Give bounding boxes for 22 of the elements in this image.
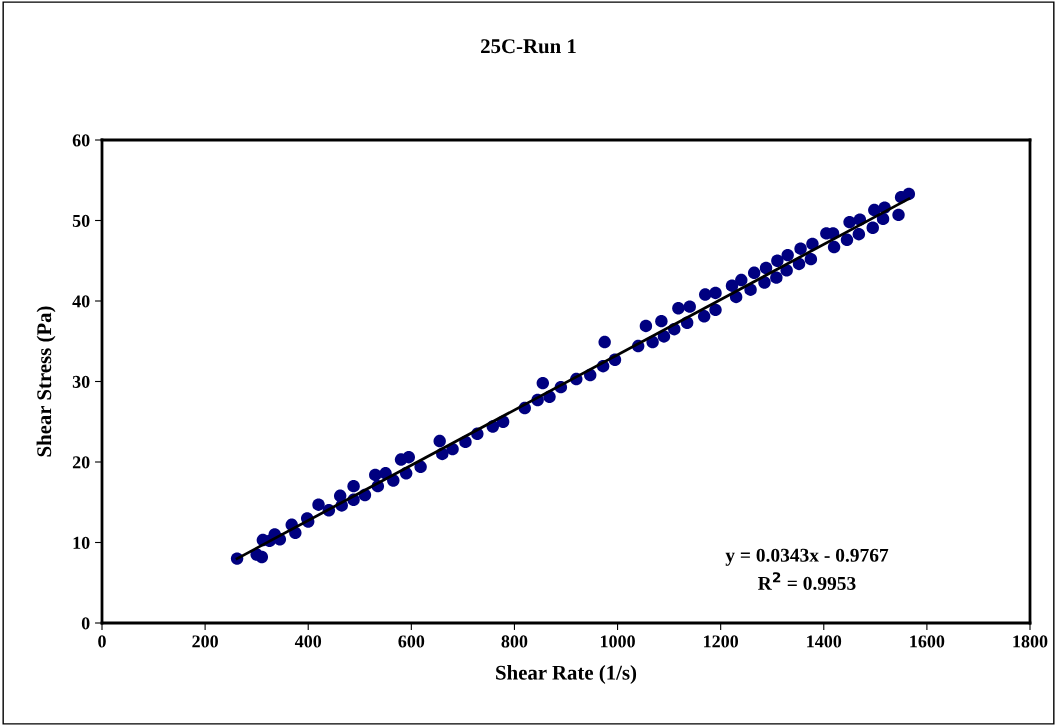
chart-title: 25C-Run 1 xyxy=(481,39,576,54)
x-tick-label: 1800 xyxy=(1013,635,1048,648)
x-axis-title: Shear Rate (1/s) xyxy=(496,665,637,684)
y-tick-label: 60 xyxy=(72,134,90,147)
x-tick-label: 0 xyxy=(98,635,106,648)
y-axis-title: Shear Stress (Pa) xyxy=(36,306,56,457)
y-tick-label: 30 xyxy=(72,375,90,388)
x-tick-label: 1200 xyxy=(704,635,739,648)
x-tick-label: 1600 xyxy=(910,635,945,648)
x-tick-label: 600 xyxy=(398,635,425,648)
y-tick-label: 20 xyxy=(72,456,90,469)
y-tick-label: 0 xyxy=(81,617,90,630)
x-tick-label: 1400 xyxy=(807,635,842,648)
x-tick-label: 200 xyxy=(192,635,218,648)
x-tick-label: 400 xyxy=(294,635,322,648)
annotation: R$^{2}$ = 0.9953 xyxy=(758,572,856,591)
x-tick-label: 800 xyxy=(501,635,528,648)
y-tick-label: 50 xyxy=(72,214,90,227)
y-tick-label: 10 xyxy=(73,536,90,549)
y-tick-label: 40 xyxy=(72,295,90,308)
annotation: y = 0.0343x - 0.9767 xyxy=(725,548,889,566)
x-tick-label: 1000 xyxy=(600,635,635,648)
